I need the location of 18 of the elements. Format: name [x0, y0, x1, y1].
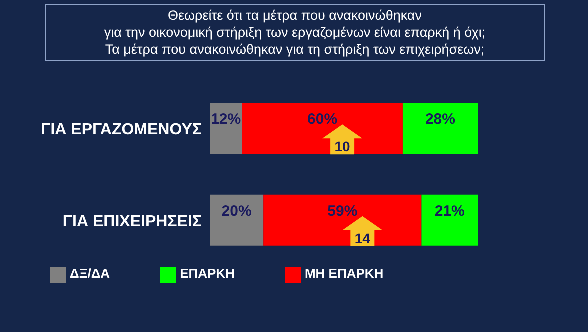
- data-label: 21%: [434, 202, 465, 220]
- bar: [422, 194, 478, 246]
- data-label: 28%: [425, 111, 456, 128]
- annotation: 14: [354, 230, 371, 246]
- bar: [210, 194, 264, 246]
- bar: [402, 103, 478, 154]
- legend-label: ΜΗ ΕΠΑΡΚΗ: [304, 266, 384, 282]
- y-tick-label: ΓΙΑ ΕΡΓΑΖΟΜΕΝΟΥΣ: [41, 122, 202, 139]
- data-label: 60%: [308, 111, 338, 128]
- y-tick-label: ΓΙΑ ΕΠΙΧΕΙΡΗΣΕΙΣ: [62, 213, 202, 230]
- data-label: 20%: [222, 202, 252, 220]
- data-label: 12%: [211, 111, 242, 128]
- legend-label: ΔΞ/ΔΑ: [70, 266, 110, 282]
- legend-label: ΕΠΑΡΚΗ: [180, 266, 235, 282]
- data-label: 59%: [328, 202, 358, 220]
- chart-title: Θεωρείτε ότι τα μέτρα που ανακοινώθηκαν για την οικονομική στήριξη των εργαζομένων είναι επαρκή ή όχι; Τα μέτρα που ανακοινώθηκαν για τη στήριξη των επιχειρήσεων;: [45, 4, 545, 61]
- annotation: 10: [334, 138, 351, 155]
- bar: [242, 103, 403, 154]
